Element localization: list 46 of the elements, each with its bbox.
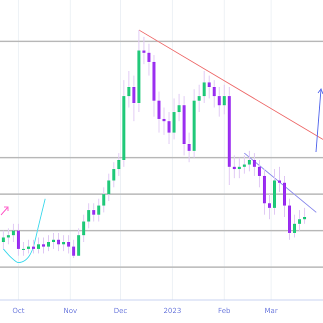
- candlestick: [293, 214, 296, 238]
- candlestick: [198, 84, 201, 113]
- candlestick: [26, 239, 30, 254]
- candlestick: [172, 98, 176, 140]
- candlestick: [112, 162, 116, 188]
- candlestick: [107, 173, 110, 202]
- candlestick: [258, 159, 261, 188]
- candlestick: [178, 93, 181, 122]
- candlestick: [102, 186, 106, 213]
- candlestick: [92, 202, 96, 222]
- candlestick: [218, 86, 221, 118]
- candlestick: [77, 228, 80, 256]
- candlestick: [157, 91, 160, 134]
- candlestick: [222, 84, 226, 115]
- candlestick: [252, 152, 256, 176]
- candlestick: [132, 75, 136, 122]
- candlestick: [283, 175, 286, 218]
- candlestick: [87, 202, 90, 229]
- candlestick: [16, 223, 20, 256]
- candlestick: [47, 234, 50, 252]
- candlestick: [97, 198, 100, 222]
- candlestick: [278, 166, 281, 192]
- candlestick: [82, 214, 86, 243]
- candlestick: [142, 36, 146, 65]
- candlestick: [188, 132, 191, 163]
- candlestick: [2, 230, 5, 250]
- candlestick: [202, 70, 206, 104]
- candlestick: [212, 80, 216, 108]
- candlestick: [32, 239, 35, 254]
- candlestick: [6, 228, 10, 245]
- candlestick: [72, 239, 76, 258]
- candlestick: [298, 210, 302, 232]
- candlestick: [208, 75, 211, 99]
- candlestick: [22, 242, 25, 256]
- candlestick: [67, 234, 70, 254]
- candlestick: [147, 43, 150, 76]
- candlestick: [57, 232, 60, 252]
- candlestick: [168, 112, 171, 144]
- candlestick: [36, 236, 40, 254]
- candlestick: [117, 152, 120, 176]
- candlestick: [127, 70, 130, 108]
- candlestick: [248, 150, 251, 172]
- candlestick: [242, 154, 246, 174]
- candlestick: [12, 223, 15, 243]
- candlestick: [62, 234, 66, 252]
- candlestick: [268, 194, 271, 220]
